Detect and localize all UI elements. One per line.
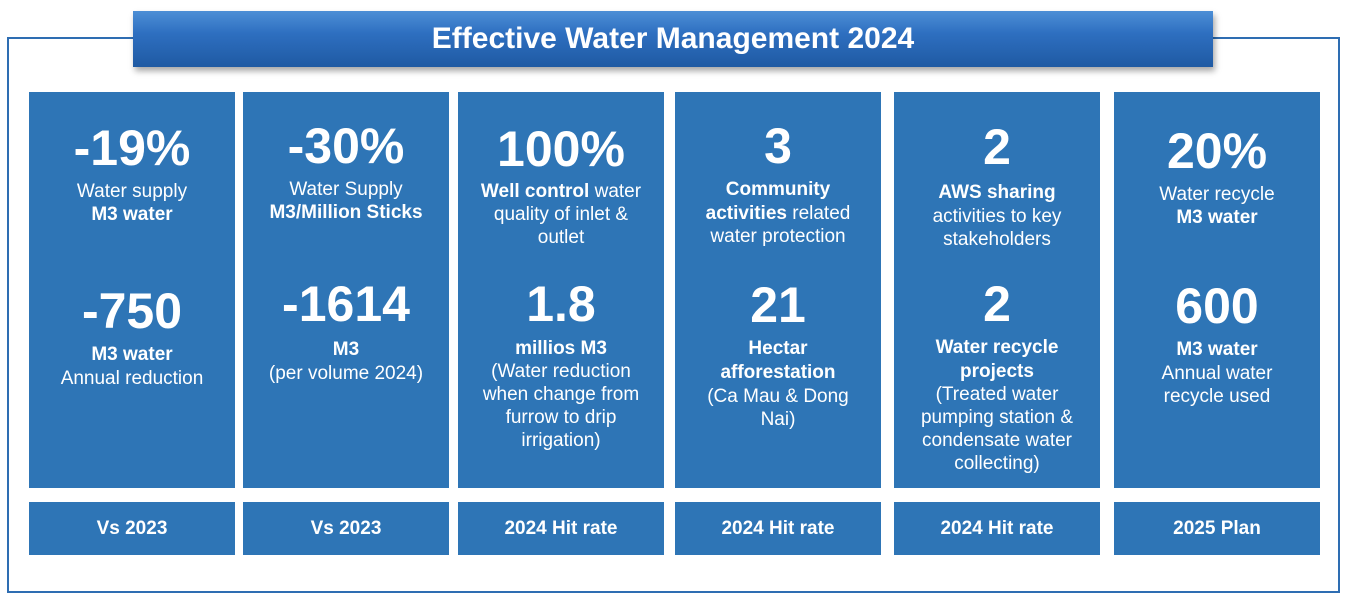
- stat-value-top: 100%: [497, 121, 625, 177]
- stat-value-top: 20%: [1166, 123, 1268, 179]
- card-footer: 2024 Hit rate: [458, 502, 664, 555]
- stat-label: outlet: [537, 227, 585, 248]
- stat-label: (per volume 2024): [268, 363, 424, 384]
- card-footer: 2024 Hit rate: [894, 502, 1100, 555]
- card-footer: 2025 Plan: [1114, 502, 1320, 555]
- stat-value-bottom: 21: [750, 277, 806, 333]
- stat-label-bold: Well control: [480, 181, 590, 202]
- stat-label: Community: [725, 179, 831, 200]
- stat-value-bottom: -750: [81, 283, 183, 339]
- stat-label: (Treated water: [935, 384, 1059, 405]
- stat-label: water protection: [710, 226, 846, 247]
- stat-label: projects: [960, 361, 1034, 382]
- stat-label-rest: related: [786, 203, 851, 224]
- card-footer: 2024 Hit rate: [675, 502, 881, 555]
- stat-label: M3: [332, 339, 360, 360]
- stat-label: Water Supply: [289, 179, 403, 200]
- stat-label: Water recycle: [1159, 184, 1275, 205]
- stat-value-top: 3: [764, 118, 792, 174]
- stat-label: activities to key: [932, 206, 1062, 227]
- stat-label: AWS sharing: [938, 182, 1056, 203]
- page-title: Effective Water Management 2024: [133, 11, 1213, 67]
- stat-label: M3 water: [91, 204, 173, 225]
- stat-label: Annual reduction: [60, 368, 204, 389]
- stat-label: Nai): [760, 409, 796, 430]
- stat-card-aws-sharing: 2 AWS sharing activities to key stakehol…: [894, 92, 1100, 488]
- stat-card-water-supply: -19% Water supply M3 water -750 M3 water…: [29, 92, 235, 488]
- stat-label: Annual water: [1161, 363, 1273, 384]
- stat-label: furrow to drip: [505, 407, 617, 428]
- stat-label: activities related: [679, 202, 877, 225]
- stat-label: condensate water: [922, 430, 1072, 451]
- card-footer: Vs 2023: [29, 502, 235, 555]
- stat-value-top: 2: [983, 119, 1011, 175]
- stat-label: millios M3: [515, 338, 607, 359]
- stat-value-bottom: -1614: [282, 276, 410, 332]
- stat-label: M3 water: [1176, 339, 1258, 360]
- stat-label: afforestation: [720, 362, 836, 383]
- stat-value-bottom: 600: [1175, 278, 1259, 334]
- stat-label: Hectar: [748, 338, 808, 359]
- stat-label: (Ca Mau & Dong: [707, 386, 849, 407]
- stat-label: quality of inlet &: [493, 204, 629, 225]
- stat-label: Well control water: [462, 180, 660, 203]
- stat-label: Water supply: [76, 181, 188, 202]
- stat-label: pumping station &: [920, 407, 1074, 428]
- stat-label: Water recycle: [935, 337, 1059, 358]
- stat-card-well-control: 100% Well control water quality of inlet…: [458, 92, 664, 488]
- stat-label: stakeholders: [943, 229, 1051, 250]
- stat-label: collecting): [954, 453, 1040, 474]
- card-footer: Vs 2023: [243, 502, 449, 555]
- stat-label: when change from: [482, 384, 640, 405]
- stat-value-bottom: 1.8: [526, 276, 596, 332]
- stat-value-bottom: 2: [983, 276, 1011, 332]
- stat-label: recycle used: [1163, 386, 1271, 407]
- stat-card-community: 3 Community activities related water pro…: [675, 92, 881, 488]
- stat-label: irrigation): [521, 430, 601, 451]
- stat-label: (Water reduction: [491, 361, 631, 382]
- stat-label: M3 water: [91, 344, 173, 365]
- stat-label: M3 water: [1176, 207, 1258, 228]
- stat-value-top: -19%: [73, 120, 191, 176]
- stat-value-top: -30%: [287, 118, 405, 174]
- stat-label-bold: activities: [705, 203, 787, 224]
- stat-label: M3/Million Sticks: [269, 202, 423, 223]
- stat-card-water-supply-sticks: -30% Water Supply M3/Million Sticks -161…: [243, 92, 449, 488]
- stat-label-rest: water: [589, 181, 642, 202]
- stat-card-water-recycle: 20% Water recycle M3 water 600 M3 water …: [1114, 92, 1320, 488]
